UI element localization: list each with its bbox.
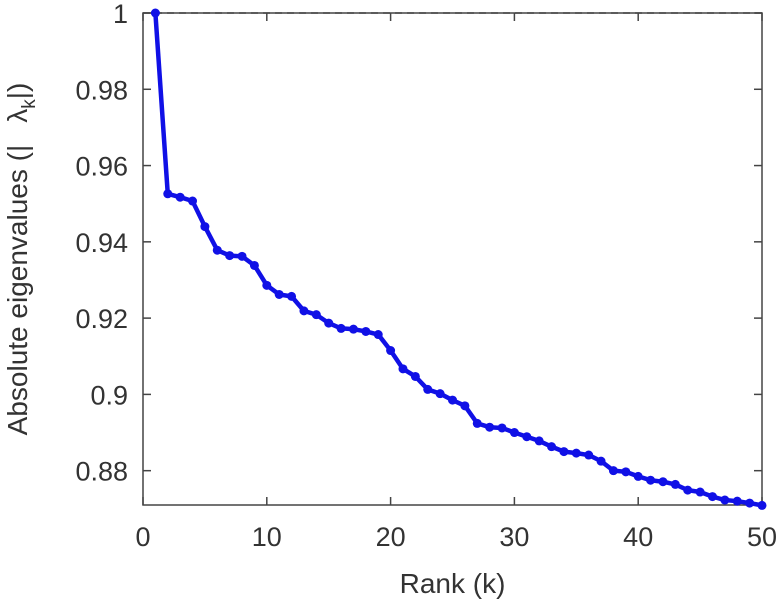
y-axis-label: Absolute eigenvalues (| λk|) [2,83,40,436]
data-point [237,251,247,261]
data-point [472,418,482,428]
y-tick-label: 0.92 [75,304,128,334]
data-point [410,371,420,381]
data-point [448,395,457,405]
y-axis-label-close: |) [2,83,33,100]
data-point [683,485,693,495]
y-tick-label: 0.98 [75,75,128,105]
data-point [621,467,631,477]
data-point [460,401,470,411]
data-point [633,471,643,481]
y-axis-label-subscript: k [19,99,40,109]
y-tick-label: 1 [113,0,128,29]
data-point [311,310,321,320]
y-tick-label: 0.88 [75,457,128,487]
data-point [547,442,557,452]
data-point [225,251,235,261]
data-point [485,422,495,432]
data-point [150,8,160,18]
x-tick-label: 40 [623,522,653,552]
data-point [324,318,334,328]
x-tick-label: 20 [376,522,406,552]
data-point [658,477,668,487]
data-point [373,330,383,340]
axes [142,12,763,506]
data-point [336,323,346,333]
plot-frame [142,12,763,506]
y-axis-label-main: Absolute eigenvalues (| [2,145,33,436]
data-point [348,324,358,334]
data-point [584,450,594,460]
data-point [274,289,284,299]
data-point [509,428,519,438]
y-axis-label-lambda: λ [2,109,33,123]
x-axis-label: Rank (k) [400,568,506,599]
data-point [188,196,198,206]
y-tick-label: 0.9 [90,380,128,410]
x-tick-label: 50 [747,522,777,552]
data-point [299,306,309,316]
series-line [153,10,765,508]
data-point [423,384,433,394]
data-point [596,456,606,466]
x-tick-label: 30 [499,522,529,552]
data-point [695,487,705,497]
data-point [608,466,618,476]
data-point [262,280,272,290]
y-tick-label: 0.96 [75,152,128,182]
data-point [757,500,767,510]
data-point [720,495,730,505]
data-point [745,498,755,508]
y-tick-label: 0.94 [75,228,128,258]
data-point [163,189,173,199]
data-point [670,479,680,489]
data-point [398,364,408,374]
data-point [212,245,222,255]
data-point [175,192,185,202]
data-point [287,291,297,301]
data-point [249,260,259,270]
x-tick-label: 10 [252,522,282,552]
data-point [732,496,742,506]
data-point [571,448,581,458]
data-point [646,475,656,485]
data-point [200,222,210,232]
data-point [361,326,371,336]
ticks: 0 10 20 30 40 50 0.88 0.9 0.92 0.94 0.96 0.98 1 [75,0,777,552]
x-tick-label: 0 [135,522,150,552]
series [150,8,767,510]
data-point [497,423,507,433]
data-point [522,432,532,442]
data-point [386,346,396,356]
data-point [707,492,717,502]
data-point [435,389,445,399]
data-point [534,436,544,446]
data-point [559,447,569,457]
